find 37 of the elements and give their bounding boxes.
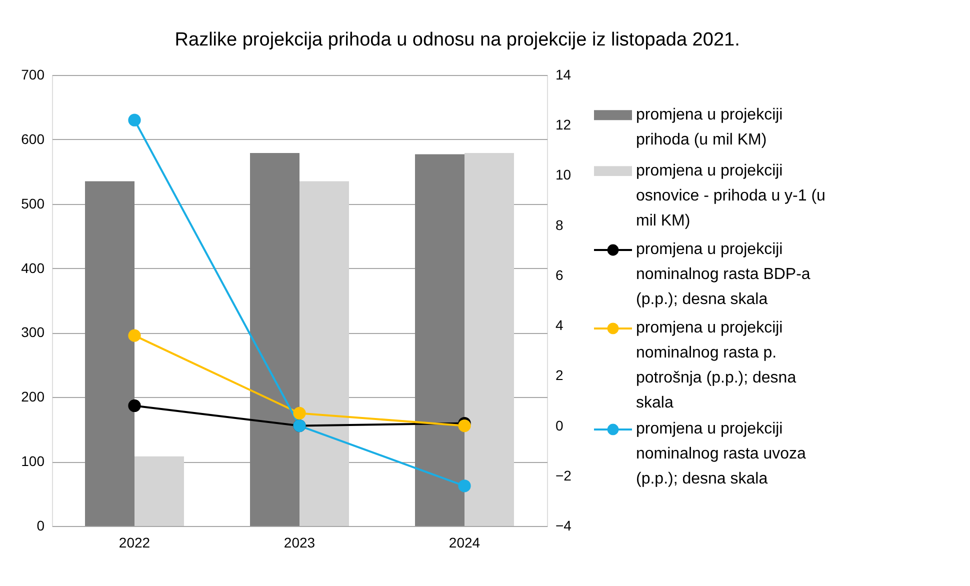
y2-tick-label: 6 bbox=[556, 266, 564, 283]
y2-tick-label: −2 bbox=[556, 467, 572, 484]
y-tick-label: 200 bbox=[21, 388, 45, 405]
bar bbox=[134, 456, 184, 526]
legend-label: promjena u projekciji nominalnog rasta uvoza (p.p.); desna skala bbox=[636, 420, 806, 488]
legend-label: promjena u projekciji osnovice - prihoda u y-1 (u mil KM) bbox=[636, 162, 826, 230]
y-tick-label: 400 bbox=[21, 260, 45, 276]
x-tick-label: 2022 bbox=[118, 534, 150, 550]
y2-tick-label: 14 bbox=[556, 66, 572, 82]
y-tick-label: 500 bbox=[21, 195, 45, 212]
point bbox=[293, 406, 306, 420]
y-tick-label: 300 bbox=[21, 324, 45, 340]
bar bbox=[415, 154, 464, 526]
point bbox=[128, 399, 141, 412]
y-tick-label: 100 bbox=[21, 453, 45, 470]
point bbox=[458, 419, 471, 432]
point bbox=[458, 480, 471, 492]
y-tick-label: 0 bbox=[36, 518, 45, 534]
y2-tick-label: 10 bbox=[556, 166, 572, 183]
point bbox=[128, 114, 141, 126]
bar bbox=[300, 181, 349, 526]
point bbox=[128, 329, 141, 342]
legend-label: promjena u projekciji prihoda (u mil KM) bbox=[636, 106, 783, 149]
y2-tick-label: 8 bbox=[556, 216, 564, 233]
y-tick-label: 700 bbox=[21, 66, 45, 82]
y2-tick-label: −4 bbox=[556, 518, 572, 534]
y2-tick-label: 0 bbox=[556, 417, 564, 434]
bar bbox=[250, 152, 300, 526]
chart-title: Razlike projekcija prihoda u odnosu na projekcije iz listopada 2021. bbox=[174, 30, 740, 50]
y2-tick-label: 12 bbox=[556, 116, 572, 133]
y2-tick-label: 4 bbox=[556, 317, 564, 334]
y2-tick-label: 2 bbox=[556, 367, 564, 384]
bar bbox=[464, 152, 514, 526]
x-tick-label: 2024 bbox=[448, 534, 480, 550]
bar bbox=[85, 181, 134, 526]
x-tick-label: 2023 bbox=[284, 534, 316, 550]
y-tick-label: 600 bbox=[21, 130, 45, 147]
